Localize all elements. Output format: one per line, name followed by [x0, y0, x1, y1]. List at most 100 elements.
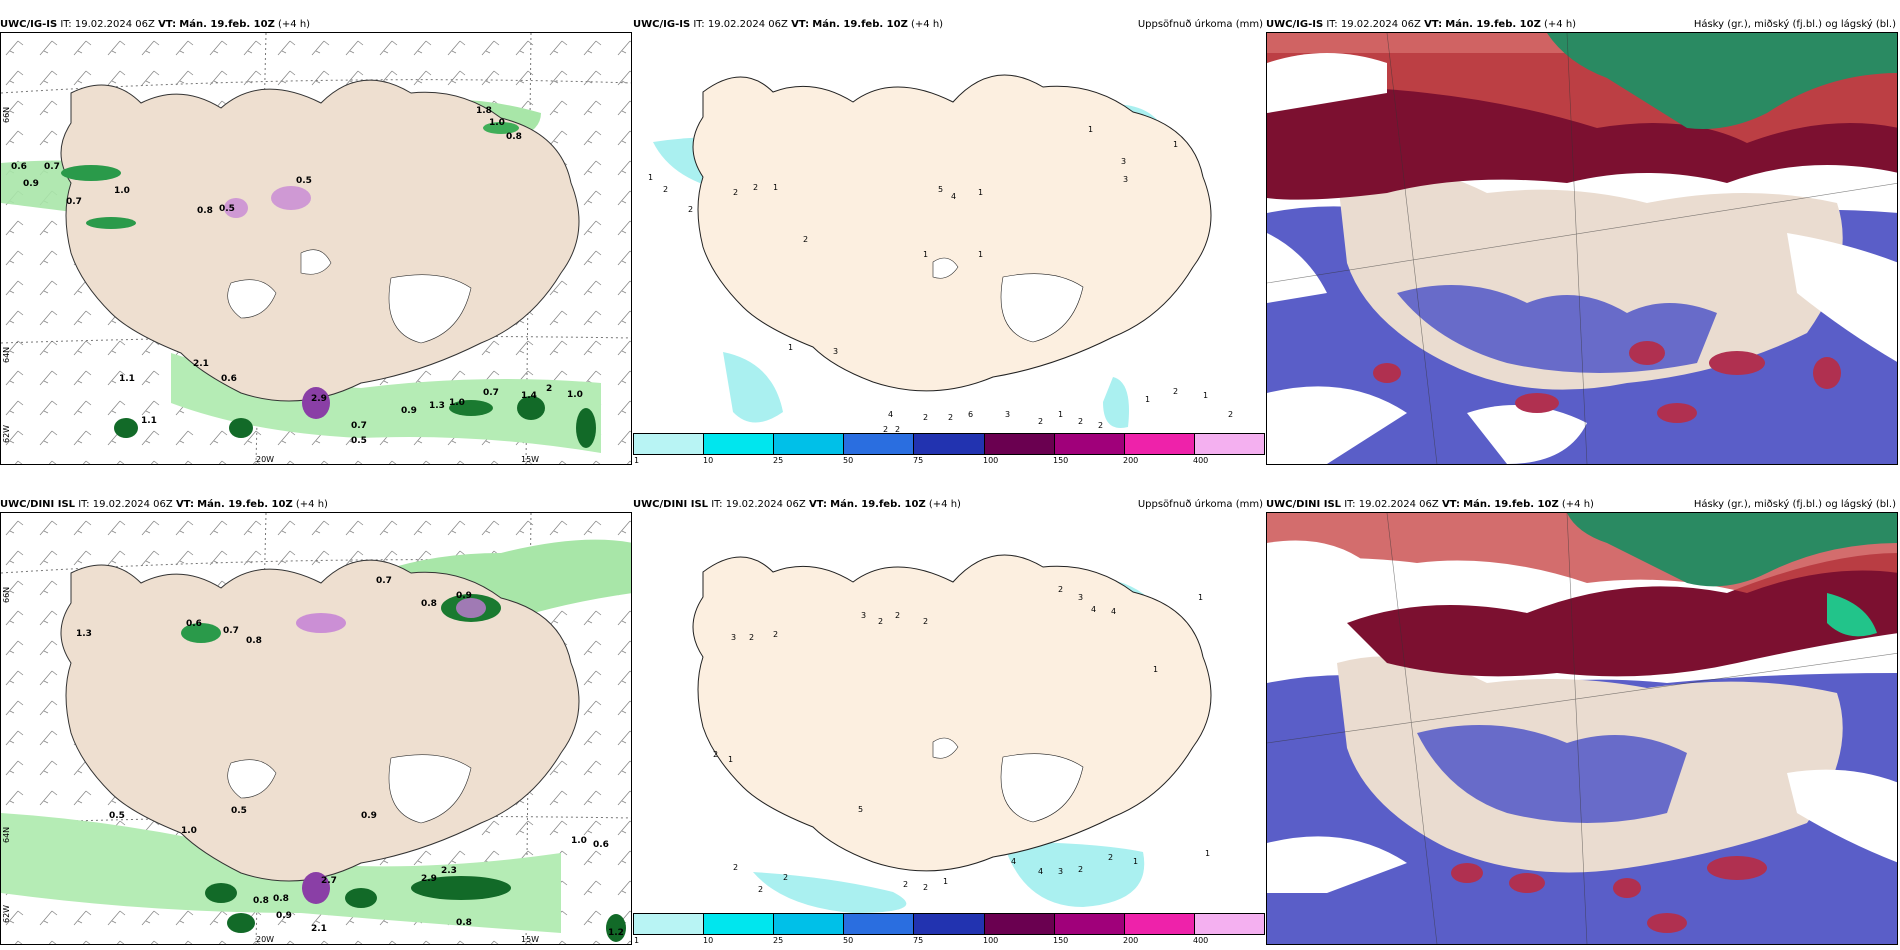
accum-precip-map: 2 2 2 3 2 2 3 2 2 2 3 4 4 1 2 1 2 1 5 2 — [692, 554, 1212, 913]
value-label: 4 — [1091, 605, 1096, 614]
panel-title: UWC/DINI ISL IT: 19.02.2024 06Z VT: Mán.… — [1266, 499, 1594, 510]
value-label: 1.1 — [141, 416, 157, 426]
value-label: 2 — [1098, 421, 1103, 430]
value-label: 0.8 — [246, 636, 262, 646]
value-label: 2 — [688, 205, 693, 214]
value-label: 1.3 — [76, 629, 92, 639]
value-label: 2 — [923, 413, 928, 422]
value-label: 0.5 — [296, 176, 312, 186]
value-label: 2 — [803, 235, 808, 244]
value-label: 3 — [861, 611, 866, 620]
value-label: 1 — [648, 173, 653, 182]
value-label: 2 — [923, 883, 928, 892]
value-label: 1.0 — [114, 186, 130, 196]
value-label: 3 — [1058, 867, 1063, 876]
value-label: 2.1 — [193, 359, 209, 369]
value-label: 2 — [895, 611, 900, 620]
lat-label: 62W — [2, 425, 11, 443]
value-label: 3 — [833, 347, 838, 356]
colorbar-label: 50 — [843, 456, 854, 465]
colorbar-swatch — [1194, 434, 1264, 454]
value-label: 2 — [1058, 585, 1063, 594]
value-label: 1.0 — [567, 390, 583, 400]
value-label: 4 — [951, 192, 956, 201]
value-label: 4 — [1038, 867, 1043, 876]
value-label: 0.7 — [44, 162, 60, 172]
colorbar-label: 100 — [983, 936, 999, 945]
value-label: 2 — [733, 188, 738, 197]
map-frame — [1266, 512, 1898, 945]
value-label: 1 — [1173, 140, 1178, 149]
value-label: 1 — [1088, 125, 1093, 134]
value-label: 2 — [1078, 417, 1083, 426]
value-label: 2 — [883, 425, 888, 433]
colorbar-labels: 1 10 25 50 75 100 150 200 400 — [633, 455, 1265, 467]
value-label: 0.8 — [197, 206, 213, 216]
panel-title: UWC/IG-IS IT: 19.02.2024 06Z VT: Mán. 19… — [1266, 19, 1577, 30]
colorbar-swatch — [704, 914, 775, 934]
value-label: 1.1 — [119, 374, 135, 384]
value-label: 4 — [1111, 607, 1116, 616]
colorbar-swatch — [984, 914, 1055, 934]
colorbar-swatch — [1124, 434, 1195, 454]
colorbar-label: 200 — [1123, 456, 1139, 465]
value-label: 5 — [938, 185, 943, 194]
value-label: 1.3 — [429, 401, 445, 411]
colorbar-swatch — [704, 434, 775, 454]
value-label: 1 — [1058, 410, 1063, 419]
value-label: 2 — [903, 880, 908, 889]
wind-precip-map: 0.6 0.7 0.9 0.7 1.0 0.8 0.5 0.5 1.8 1.0 … — [1, 33, 631, 464]
colorbar-label: 150 — [1053, 936, 1069, 945]
precip-title: Uppsöfnuð úrkoma (mm) — [1137, 499, 1263, 510]
panel-title: UWC/IG-IS IT: 19.02.2024 06Z VT: Mán. 19… — [0, 19, 311, 30]
value-label: 1.0 — [181, 826, 197, 836]
colorbar-swatch — [984, 434, 1055, 454]
value-label: 1 — [978, 250, 983, 259]
value-label: 2.3 — [441, 866, 457, 876]
value-label: 1 — [978, 188, 983, 197]
colorbar-label: 200 — [1123, 936, 1139, 945]
value-label: 1 — [728, 755, 733, 764]
value-label: 0.8 — [253, 896, 269, 906]
lat-label: 64N — [2, 347, 11, 363]
value-label: 5 — [858, 805, 863, 814]
value-label: 2 — [783, 873, 788, 882]
value-label: 1 — [1203, 391, 1208, 400]
value-label: 0.6 — [593, 840, 609, 850]
value-label: 2 — [546, 384, 552, 394]
value-label: 0.7 — [483, 388, 499, 398]
lon-label: 15W — [521, 935, 539, 944]
lon-label: 20W — [256, 455, 274, 464]
value-label: 1.2 — [608, 928, 624, 938]
colorbar-swatch — [774, 434, 845, 454]
colorbar-swatch — [914, 914, 985, 934]
colorbar-swatch — [844, 914, 915, 934]
panel-title: UWC/IG-IS IT: 19.02.2024 06Z VT: Mán. 19… — [633, 19, 944, 30]
colorbar-label: 150 — [1053, 456, 1069, 465]
colorbar-label: 400 — [1193, 936, 1209, 945]
map-frame: 1 2 2 2 2 1 2 5 4 1 1 1 3 3 1 1 3 1 4 2 — [633, 32, 1265, 465]
wind-precip-map: 1.3 0.5 0.6 0.7 0.8 0.9 0.8 0.7 0.8 1.0 … — [1, 513, 631, 944]
colorbar-label: 25 — [773, 456, 784, 465]
value-label: 0.6 — [221, 374, 237, 384]
value-label: 0.7 — [376, 576, 392, 586]
value-label: 1 — [773, 183, 778, 192]
value-label: 0.5 — [219, 204, 235, 214]
colorbar-swatch — [1054, 434, 1125, 454]
value-label: 2.9 — [311, 394, 327, 404]
colorbar-label: 75 — [913, 936, 924, 945]
colorbar-label: 400 — [1193, 456, 1209, 465]
colorbar-label: 1 — [634, 456, 640, 465]
lat-label: 64N — [2, 827, 11, 843]
map-frame: 1.3 0.5 0.6 0.7 0.8 0.9 0.8 0.7 0.8 1.0 … — [0, 512, 632, 945]
value-label: 1 — [923, 250, 928, 259]
value-label: 0.8 — [421, 599, 437, 609]
cloud-panel-bottom: UWC/DINI ISL IT: 19.02.2024 06Z VT: Mán.… — [1266, 498, 1898, 945]
panel-title: UWC/DINI ISL IT: 19.02.2024 06Z VT: Mán.… — [0, 499, 328, 510]
panel-title: UWC/DINI ISL IT: 19.02.2024 06Z VT: Mán.… — [633, 499, 961, 510]
value-label: 2 — [1173, 387, 1178, 396]
value-label: 0.8 — [273, 894, 289, 904]
colorbar-label: 10 — [703, 936, 714, 945]
value-label: 2.7 — [321, 876, 337, 886]
wind-precip-panel-top: UWC/IG-IS IT: 19.02.2024 06Z VT: Mán. 19… — [0, 18, 632, 465]
